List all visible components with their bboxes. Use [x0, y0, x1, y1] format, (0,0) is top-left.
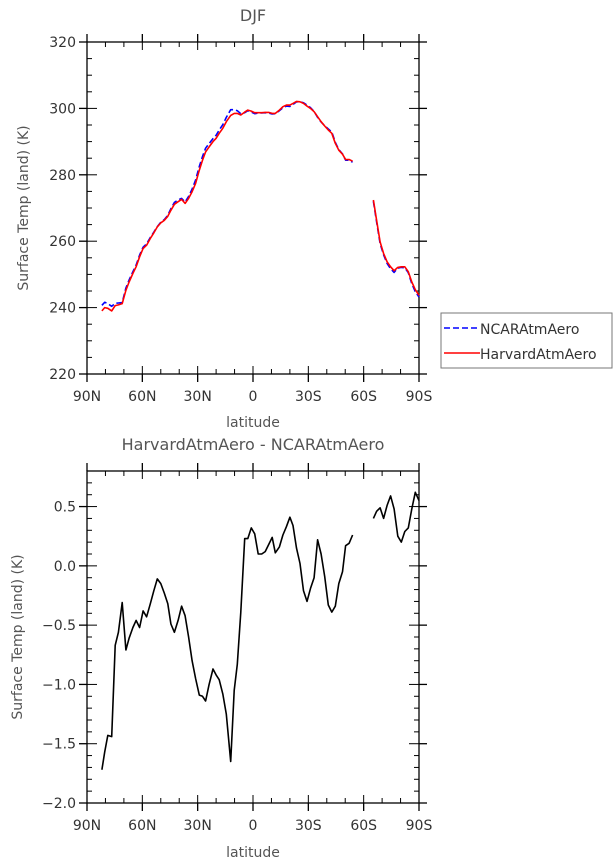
chart-title: DJF — [240, 6, 266, 25]
x-tick-label: 0 — [249, 389, 258, 405]
x-tick-label: 60S — [350, 389, 377, 405]
legend-box — [440, 312, 613, 369]
x-tick-label: 90N — [73, 389, 101, 405]
legend-label-ncar: NCARAtmAero — [480, 322, 579, 338]
top-chart-djf: DJF latitude Surface Temp (land) (K) 90N… — [16, 6, 613, 431]
x-tick-label: 0 — [249, 818, 258, 834]
y-tick-label: 0.0 — [54, 559, 76, 575]
y-tick-label: −1.0 — [42, 677, 76, 693]
y-tick-label: 0.5 — [54, 500, 76, 516]
y-tick-label: 320 — [49, 35, 76, 51]
x-tick-label: 90S — [406, 818, 433, 834]
x-axis-label: latitude — [226, 415, 280, 431]
y-tick-label: 280 — [49, 168, 76, 184]
y-tick-label: −2.0 — [42, 796, 76, 812]
series-line-harvardatmaero-ncaratmaero — [101, 491, 420, 770]
y-tick-label: 220 — [49, 367, 76, 383]
plot-frame — [86, 41, 420, 375]
legend-label-harvard: HarvardAtmAero — [480, 347, 597, 363]
series-line-harvardatmaero — [101, 100, 420, 312]
x-tick-label: 60N — [128, 389, 156, 405]
x-axis-label: latitude — [226, 845, 280, 861]
y-tick-label: 300 — [49, 101, 76, 117]
y-tick-label: −0.5 — [42, 618, 76, 634]
y-axis-label: Surface Temp (land) (K) — [10, 554, 26, 719]
chart-title: HarvardAtmAero - NCARAtmAero — [122, 435, 385, 454]
x-tick-label: 30N — [184, 389, 212, 405]
y-axis-label: Surface Temp (land) (K) — [16, 125, 32, 290]
y-tick-label: 240 — [49, 301, 76, 317]
y-tick-label: 260 — [49, 234, 76, 250]
bottom-chart-difference: HarvardAtmAero - NCARAtmAero latitude Su… — [10, 435, 432, 861]
x-tick-label: 90S — [406, 389, 433, 405]
x-tick-label: 90N — [73, 818, 101, 834]
plot-frame — [86, 470, 420, 804]
series-line-ncaratmaero — [101, 101, 420, 308]
x-tick-label: 30S — [295, 818, 322, 834]
x-tick-label: 60S — [350, 818, 377, 834]
x-tick-label: 60N — [128, 818, 156, 834]
legend: NCARAtmAero HarvardAtmAero — [440, 312, 613, 369]
x-tick-label: 30N — [184, 818, 212, 834]
y-tick-label: −1.5 — [42, 737, 76, 753]
x-tick-label: 30S — [295, 389, 322, 405]
